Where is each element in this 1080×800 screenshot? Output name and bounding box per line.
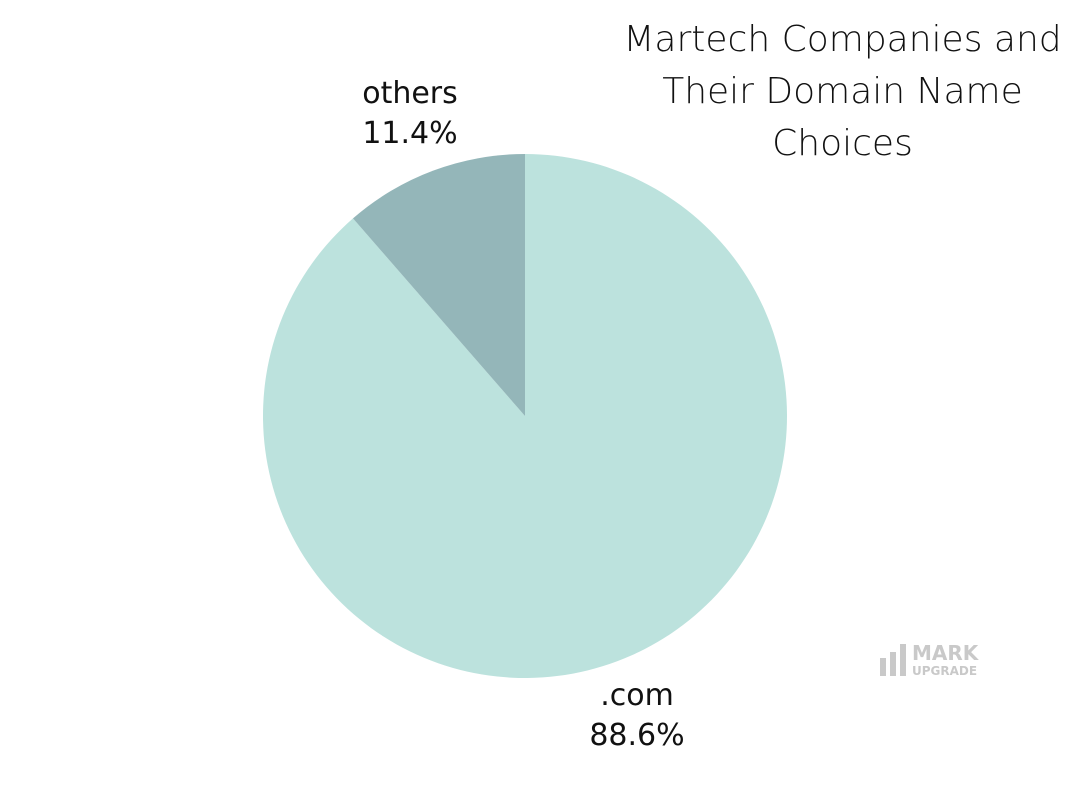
slice-value-com: 88.6% — [589, 718, 684, 753]
bar-chart-icon — [880, 644, 906, 676]
logo-word-mark: MARK — [912, 641, 980, 665]
markupgrade-logo: MARK UPGRADE — [880, 641, 980, 678]
pie-slices — [263, 154, 788, 678]
chart-title: Martech Companies and Their Domain Name … — [623, 19, 1062, 164]
pie-slice-others — [352, 154, 525, 416]
slice-value-others: 11.4% — [362, 116, 457, 151]
slice-label-others: others — [362, 76, 458, 111]
logo-word-upgrade: UPGRADE — [912, 664, 977, 678]
slice-label-com: .com — [600, 678, 674, 713]
slice-labels: .com 88.6% others 11.4% — [362, 76, 684, 753]
